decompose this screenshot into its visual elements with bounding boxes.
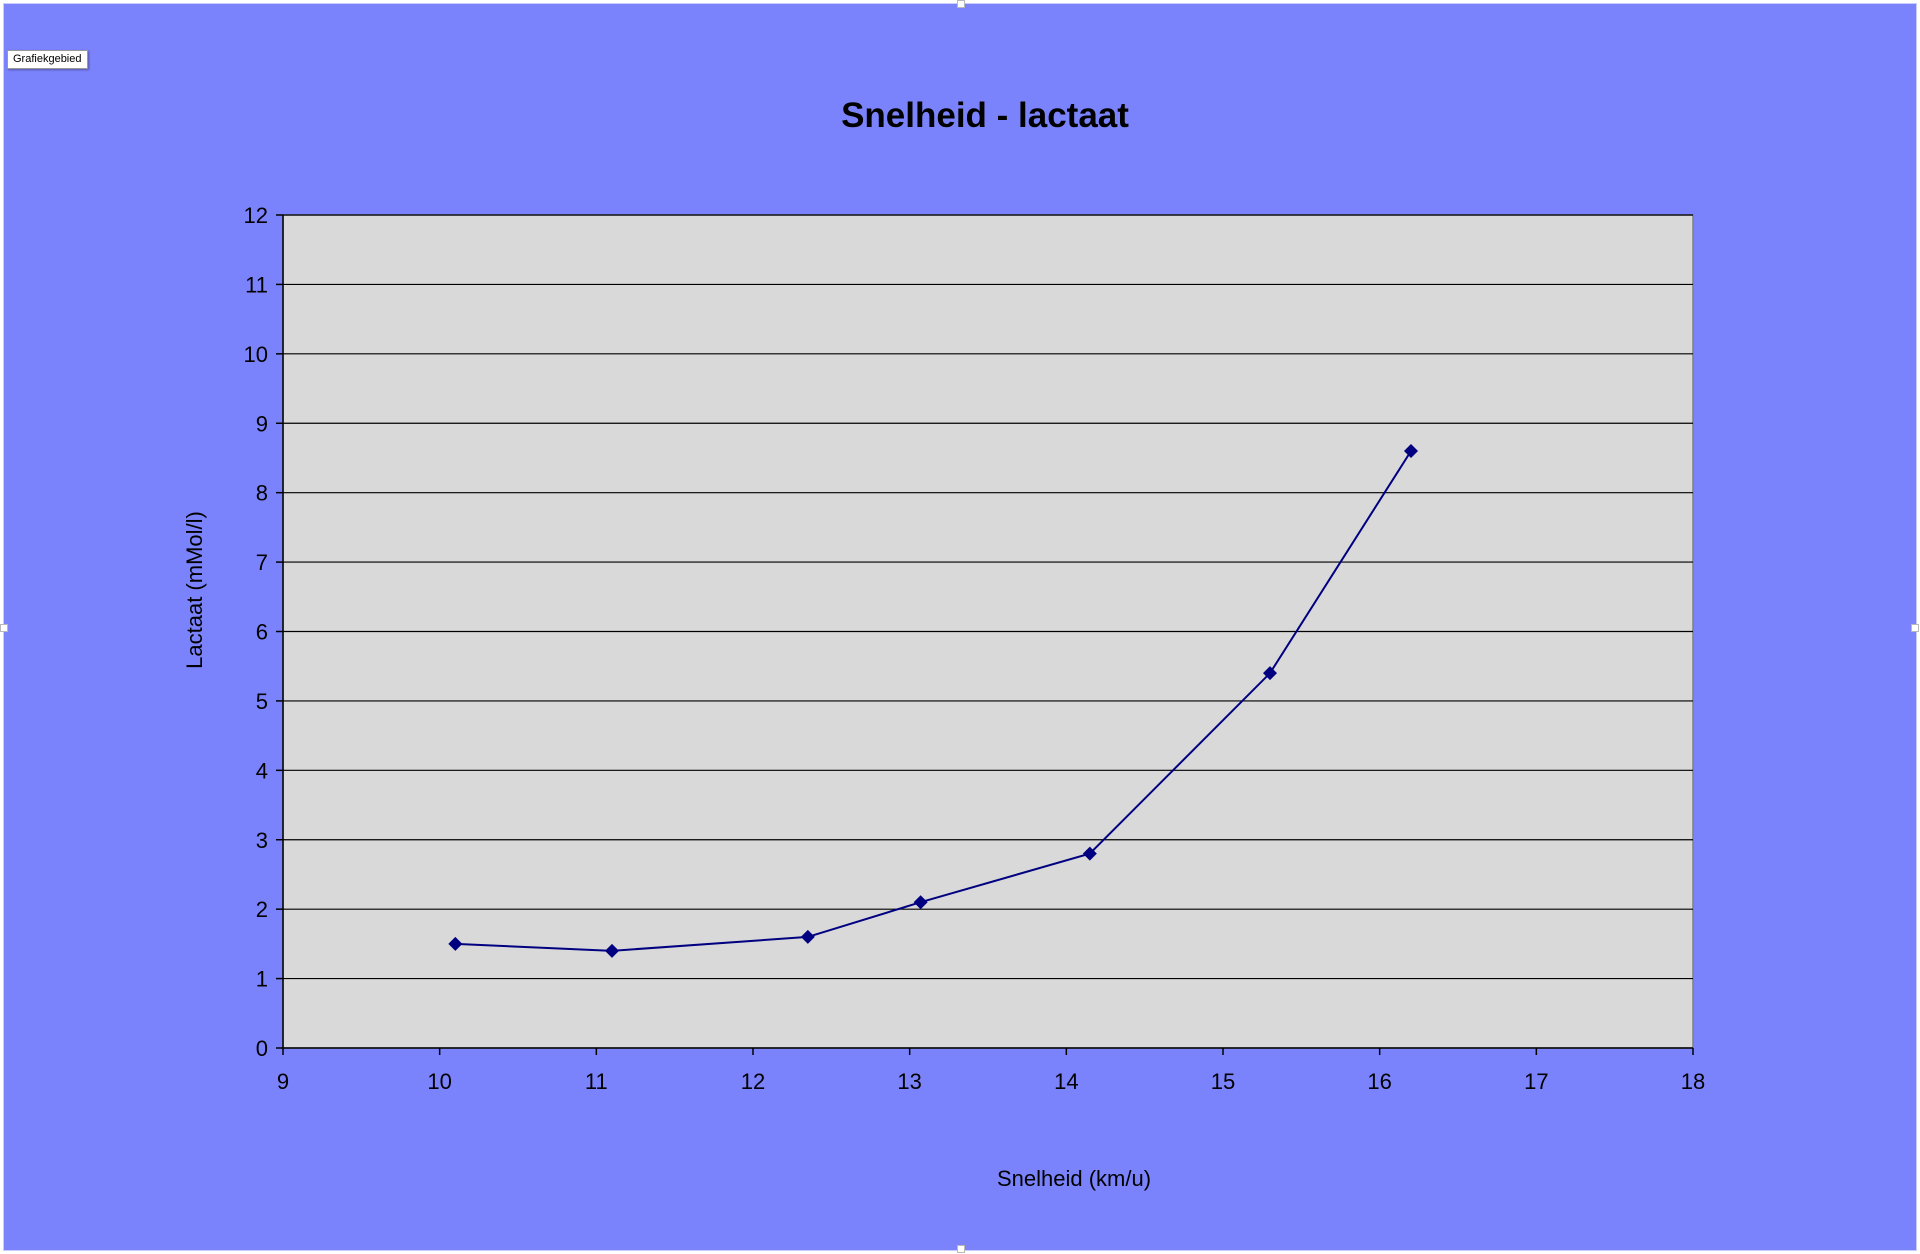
x-tick-label: 14 <box>1054 1069 1078 1094</box>
y-axis-label: Lactaat (mMol/l) <box>182 511 207 669</box>
chart-title: Snelheid - lactaat <box>841 96 1129 135</box>
x-tick-label: 12 <box>741 1069 765 1094</box>
data-point-marker[interactable] <box>1082 846 1097 861</box>
data-point-marker[interactable] <box>800 929 815 944</box>
x-tick-label: 18 <box>1681 1069 1705 1094</box>
data-point-marker[interactable] <box>1263 666 1277 681</box>
y-tick-label: 4 <box>256 758 268 783</box>
x-tick-label: 11 <box>585 1069 608 1094</box>
y-tick-label: 3 <box>256 828 268 853</box>
x-tick-label: 17 <box>1524 1069 1548 1094</box>
data-point-marker[interactable] <box>1404 444 1418 459</box>
x-tick-label: 15 <box>1211 1069 1235 1094</box>
selection-handle-left[interactable] <box>0 624 8 632</box>
series-layer[interactable] <box>448 444 1418 958</box>
y-tick-label: 6 <box>256 620 268 645</box>
axes <box>276 214 1694 1055</box>
y-tick-label: 7 <box>256 550 268 575</box>
data-point-marker[interactable] <box>913 895 928 910</box>
x-tick-label: 10 <box>427 1069 451 1094</box>
y-tick-label: 12 <box>244 203 268 228</box>
selection-handle-bottom[interactable] <box>957 1245 965 1253</box>
x-tick-label: 9 <box>277 1069 289 1094</box>
selection-handle-right[interactable] <box>1911 624 1919 632</box>
data-point-marker[interactable] <box>605 943 619 958</box>
y-tick-label: 0 <box>256 1036 268 1061</box>
y-tick-label: 1 <box>256 967 268 992</box>
y-tick-label: 9 <box>256 411 268 436</box>
y-tick-label: 11 <box>245 272 268 297</box>
x-tick-label: 16 <box>1367 1069 1391 1094</box>
y-tick-label: 2 <box>256 897 268 922</box>
x-axis-label: Snelheid (km/u) <box>997 1166 1151 1191</box>
chart-area-tooltip: Grafiekgebied <box>7 50 88 69</box>
y-tick-label: 10 <box>244 342 268 367</box>
y-tick-label: 8 <box>256 481 268 506</box>
y-tick-label: 5 <box>256 689 268 714</box>
data-point-marker[interactable] <box>448 936 463 951</box>
selection-handle-top[interactable] <box>957 0 965 8</box>
gridlines <box>283 214 1693 980</box>
x-tick-label: 13 <box>897 1069 921 1094</box>
